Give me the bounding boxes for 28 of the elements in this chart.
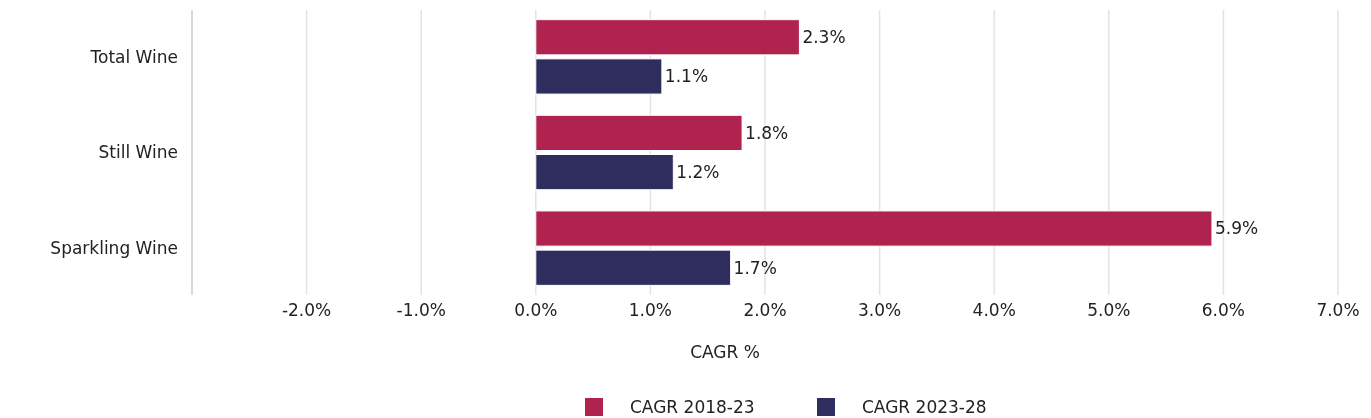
bar (535, 58, 663, 95)
x-tick-label: 1.0% (628, 300, 672, 320)
x-tick-label: 0.0% (514, 300, 558, 320)
x-tick-label: 5.0% (1087, 300, 1131, 320)
x-tick-label: 4.0% (972, 300, 1016, 320)
x-axis-title: CAGR % (690, 342, 760, 362)
y-tick-label: Sparkling Wine (50, 238, 178, 259)
y-tick-label: Total Wine (89, 46, 178, 67)
x-tick-label: -2.0% (281, 300, 332, 320)
x-tick-label: -1.0% (396, 300, 446, 320)
data-label: 2.3% (802, 27, 846, 48)
data-label: 1.2% (676, 162, 720, 183)
data-label: 1.7% (733, 257, 777, 278)
legend-label: CAGR 2018-23 (630, 396, 755, 417)
bar (535, 114, 743, 151)
bar (535, 210, 1213, 247)
x-tick-label: 7.0% (1316, 300, 1360, 320)
legend-label: CAGR 2023-28 (862, 396, 987, 417)
data-label: 1.8% (745, 122, 789, 143)
x-tick-label: 2.0% (743, 300, 787, 320)
y-tick-label: Still Wine (98, 142, 178, 163)
bar (535, 19, 800, 56)
x-tick-label: 3.0% (858, 300, 902, 320)
data-label: 1.1% (664, 66, 709, 87)
x-tick-label: 6.0% (1201, 300, 1245, 320)
data-label: 5.9% (1214, 218, 1259, 239)
bar (535, 154, 674, 191)
bar (535, 249, 732, 286)
